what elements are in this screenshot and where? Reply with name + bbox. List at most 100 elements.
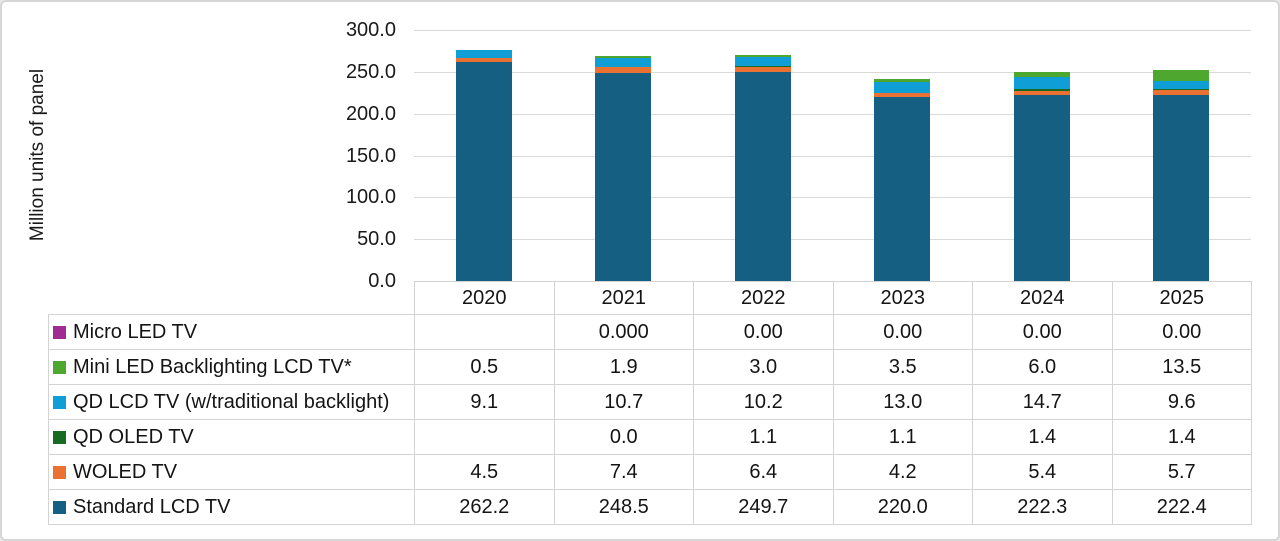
gridline <box>414 239 1251 241</box>
bar-segment <box>734 72 791 281</box>
y-tick-label: 200.0 <box>345 102 396 125</box>
legend-label: Mini LED Backlighting LCD TV* <box>73 355 352 378</box>
bar-segment <box>1153 80 1210 90</box>
gridline <box>414 155 1251 157</box>
value-cell: 4.5 <box>414 454 555 490</box>
table-row: Mini LED Backlighting LCD TV* 0.5 1.9 3.0 3.… <box>48 349 1252 385</box>
table-row: Standard LCD TV 262.2 248.5 249.7 220.0 222.3… <box>48 489 1252 525</box>
table-corner-blank <box>49 282 415 315</box>
bar-segment <box>1013 77 1070 90</box>
value-cell: 6.4 <box>693 454 834 490</box>
value-cell: 0.5 <box>414 349 555 385</box>
bar-segment <box>874 78 931 82</box>
bar-segment <box>1013 89 1070 91</box>
legend-label: Micro LED TV <box>73 320 198 343</box>
legend-swatch-icon <box>53 360 66 374</box>
bar-column-2020 <box>455 30 512 281</box>
bar-column-2021 <box>595 30 652 281</box>
bar-segment <box>734 65 791 67</box>
table-row: WOLED TV 4.5 7.4 6.4 4.2 5.4 5.7 <box>48 454 1252 490</box>
bar-segment <box>455 50 512 58</box>
bar-segment <box>734 54 791 58</box>
value-cell: 0.00 <box>972 314 1113 350</box>
year-header-cell: 2024 <box>972 281 1113 315</box>
bar-segment <box>734 57 791 66</box>
value-cell: 13.0 <box>832 384 973 420</box>
legend-swatch-icon <box>53 500 66 514</box>
value-cell: 14.7 <box>972 384 1113 420</box>
value-cell: 13.5 <box>1111 349 1252 385</box>
value-cell <box>414 419 555 455</box>
legend-label: WOLED TV <box>73 460 178 483</box>
gridline <box>414 71 1251 73</box>
value-cell: 3.0 <box>693 349 834 385</box>
year-header-cell: 2023 <box>832 281 973 315</box>
value-cell: 3.5 <box>832 349 973 385</box>
bar-column-2025 <box>1153 30 1210 281</box>
gridline <box>414 113 1251 115</box>
value-cell: 222.4 <box>1111 489 1252 525</box>
bar-segment <box>734 66 791 73</box>
value-cell: 1.4 <box>972 419 1113 455</box>
legend-swatch-icon <box>53 395 66 409</box>
legend-cell: WOLED TV <box>48 454 415 490</box>
y-tick-label: 250.0 <box>345 60 396 83</box>
bar-segment <box>1153 90 1210 95</box>
bar-segment <box>1013 90 1070 96</box>
bar-segment <box>874 81 931 93</box>
y-tick-label: 50.0 <box>357 228 396 251</box>
value-cell: 1.4 <box>1111 419 1252 455</box>
bar-segment <box>1153 89 1210 91</box>
legend-cell: QD LCD TV (w/traditional backlight) <box>48 384 415 420</box>
bar-segment <box>595 66 652 74</box>
legend-label: Standard LCD TV <box>73 495 231 518</box>
data-table: 2020 2021 2022 2023 2024 2025 Micro LED TV 0.00… <box>48 281 1252 525</box>
year-header-cell: 2022 <box>693 281 834 315</box>
value-cell: 5.4 <box>972 454 1113 490</box>
value-cell: 0.000 <box>553 314 694 350</box>
gridline <box>414 197 1251 199</box>
value-cell: 248.5 <box>553 489 694 525</box>
bar-column-2023 <box>874 30 931 281</box>
value-cell: 0.00 <box>832 314 973 350</box>
y-axis-title: Million units of panel <box>27 68 48 242</box>
legend-label: QD OLED TV <box>73 425 194 448</box>
bar-segment <box>874 96 931 281</box>
bar-segment <box>455 57 512 62</box>
year-header-cell: 2025 <box>1111 281 1252 315</box>
y-tick-label: 0.0 <box>368 270 396 292</box>
y-tick-label: 150.0 <box>345 144 396 167</box>
bar-column-2022 <box>734 30 791 281</box>
bar-segment <box>455 61 512 281</box>
table-row: Micro LED TV 0.000 0.00 0.00 0.00 0.00 <box>48 314 1252 350</box>
value-cell: 4.2 <box>832 454 973 490</box>
bar-segment <box>595 73 652 281</box>
table-row: QD LCD TV (w/traditional backlight) 9.1 10… <box>48 384 1252 420</box>
legend-cell: Micro LED TV <box>48 314 415 350</box>
legend-label: QD LCD TV (w/traditional backlight) <box>73 390 390 413</box>
value-cell: 0.0 <box>553 419 694 455</box>
value-cell: 7.4 <box>553 454 694 490</box>
legend-cell: Mini LED Backlighting LCD TV* <box>48 349 415 385</box>
bar-segment <box>874 92 931 94</box>
bar-segment <box>595 56 652 58</box>
legend-cell: Standard LCD TV <box>48 489 415 525</box>
plot-area <box>414 30 1251 281</box>
value-cell: 249.7 <box>693 489 834 525</box>
value-cell: 222.3 <box>972 489 1113 525</box>
value-cell: 10.2 <box>693 384 834 420</box>
bar-segment <box>1153 69 1210 81</box>
value-cell: 10.7 <box>553 384 694 420</box>
legend-swatch-icon <box>53 325 66 339</box>
legend-swatch-icon <box>53 430 66 444</box>
value-cell: 9.6 <box>1111 384 1252 420</box>
value-cell: 1.9 <box>553 349 694 385</box>
value-cell: 1.1 <box>832 419 973 455</box>
value-cell: 0.00 <box>1111 314 1252 350</box>
bar-segment <box>1013 72 1070 78</box>
y-tick-label: 300.0 <box>345 19 396 41</box>
bar-segment <box>595 57 652 67</box>
gridline <box>414 30 1251 31</box>
value-cell: 220.0 <box>832 489 973 525</box>
